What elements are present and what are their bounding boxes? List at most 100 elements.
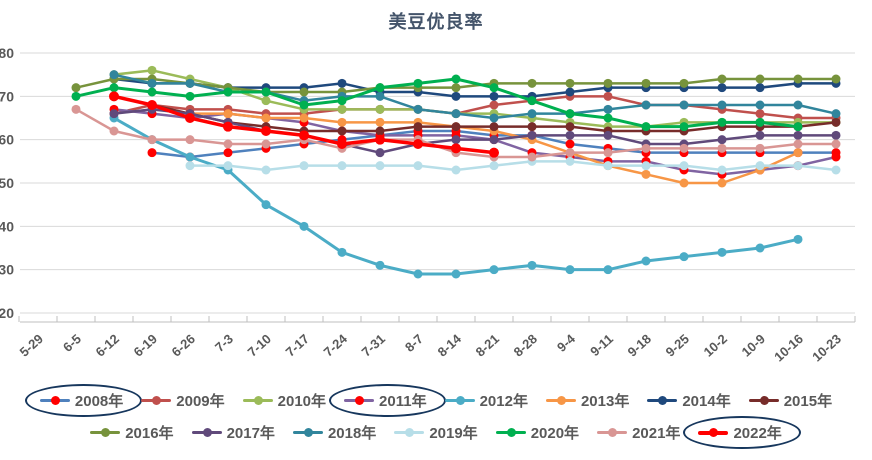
legend-marker-icon [242, 396, 273, 405]
x-axis-label: 10-2 [701, 331, 730, 360]
x-axis-label: 8-7 [402, 331, 426, 355]
data-point [337, 117, 347, 127]
series-2022 [109, 91, 499, 158]
legend-label: 2021年 [632, 425, 681, 442]
x-axis-label: 9-11 [587, 331, 616, 359]
x-axis-label: 9-25 [663, 331, 692, 360]
legend-label: 2009年 [176, 393, 225, 410]
data-point [489, 265, 499, 275]
x-axis-label: 9-18 [625, 331, 654, 360]
data-point [565, 130, 575, 140]
x-axis-label: 10-23 [809, 331, 844, 364]
data-point [603, 148, 613, 158]
x-axis-label: 6-12 [93, 331, 122, 360]
legend-marker-icon [292, 428, 323, 437]
data-point [489, 113, 499, 123]
legend-marker-icon [344, 396, 375, 405]
legend-row: 2008年 2009年 2010年 2011年 2012年 2013年 2014年 2015年 [24, 384, 841, 417]
data-point [299, 113, 309, 123]
data-point [109, 126, 119, 136]
data-point [451, 122, 461, 132]
chart-title: 美豆优良率 [388, 12, 484, 32]
series-line [113, 95, 836, 120]
data-point [755, 117, 765, 127]
data-point [679, 78, 689, 88]
legend: 2008年 2009年 2010年 2011年 2012年 2013年 2014年 2015年… [0, 384, 872, 449]
y-axis-label: 30 [0, 262, 14, 278]
data-point [261, 139, 271, 149]
legend-item-2009: 2009年 [132, 386, 233, 415]
x-axis-label: 6-5 [60, 331, 84, 355]
data-point [109, 83, 119, 93]
data-point [793, 148, 803, 158]
data-point [717, 100, 727, 110]
data-point [641, 78, 651, 88]
legend-item-2020: 2020年 [487, 418, 588, 447]
data-point [755, 143, 765, 153]
data-point [489, 147, 499, 158]
data-point [603, 113, 613, 123]
data-point [679, 122, 689, 132]
data-point [641, 143, 651, 153]
legend-item-2010: 2010年 [234, 386, 335, 415]
x-axis-label: 6-19 [131, 331, 160, 360]
data-point [261, 200, 271, 210]
data-point [71, 91, 81, 101]
data-point [755, 100, 765, 110]
data-point [793, 161, 803, 171]
data-point [489, 161, 499, 171]
legend-marker-icon [444, 396, 475, 405]
data-point [679, 178, 689, 188]
legend-label: 2015年 [783, 393, 833, 410]
data-point [451, 143, 461, 154]
data-point [527, 152, 537, 162]
data-point [831, 139, 841, 149]
data-point [185, 78, 195, 88]
data-point [641, 100, 651, 110]
data-point [603, 161, 613, 171]
series-line [113, 108, 836, 154]
data-point [71, 83, 81, 93]
data-point [565, 109, 575, 119]
data-point [831, 165, 841, 175]
legend-marker-icon [495, 428, 526, 437]
legend-marker-icon [90, 428, 121, 437]
data-point [299, 221, 309, 231]
data-point [717, 247, 727, 257]
x-axis-label: 7-3 [212, 331, 236, 355]
data-point [261, 96, 271, 106]
data-point [337, 139, 347, 149]
series-2020 [71, 74, 803, 132]
legend-marker-icon [191, 428, 222, 437]
data-point [413, 161, 423, 171]
data-point [375, 161, 385, 171]
legend-label: 2012年 [479, 393, 528, 410]
data-point [375, 117, 385, 127]
data-point [831, 117, 841, 127]
data-point [527, 96, 537, 106]
data-point [375, 83, 385, 93]
data-point [109, 109, 119, 119]
data-point [185, 161, 195, 171]
legend-item-2021: 2021年 [588, 418, 689, 447]
data-point [185, 135, 195, 145]
data-point [147, 148, 157, 158]
data-point [793, 234, 803, 244]
data-point [147, 100, 157, 110]
legend-item-2012: 2012年 [436, 386, 537, 415]
data-point [413, 104, 423, 114]
data-point [299, 100, 309, 110]
legend-label: 2013年 [580, 393, 630, 410]
legend-label: 2008年 [74, 393, 124, 410]
legend-item-2015: 2015年 [740, 386, 841, 415]
x-axis-label: 8-28 [511, 331, 540, 360]
data-point [223, 87, 233, 97]
data-point [565, 265, 575, 275]
legend-item-2008: 2008年 [24, 384, 143, 417]
data-point [793, 122, 803, 132]
data-point [109, 91, 119, 102]
legend-marker-icon [545, 396, 576, 405]
data-point [413, 139, 423, 149]
data-point [679, 161, 689, 171]
y-axis-label: 40 [0, 218, 14, 234]
